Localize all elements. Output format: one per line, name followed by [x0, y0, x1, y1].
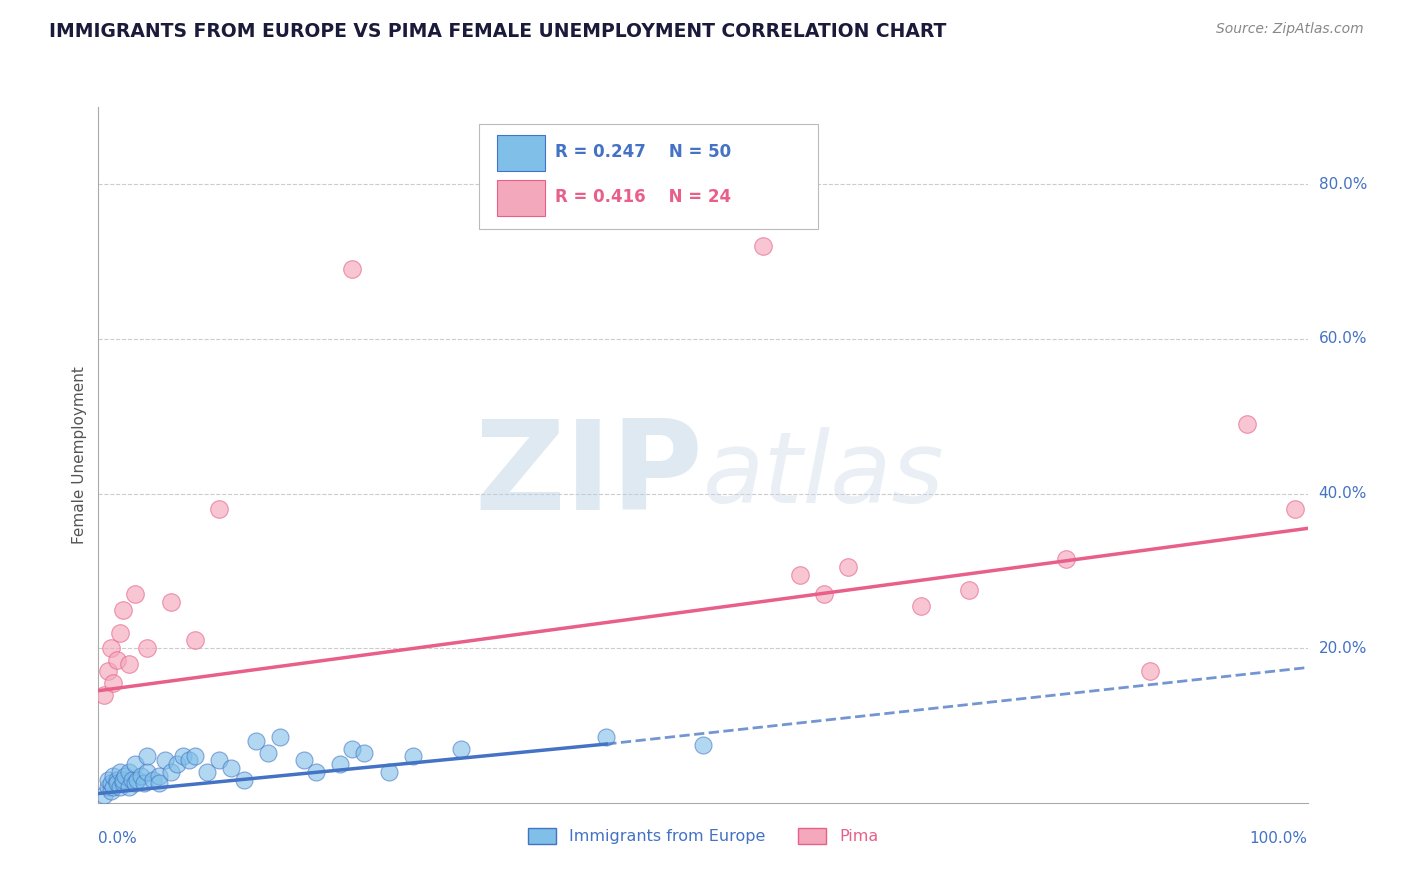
Point [105, 772, 128, 787]
FancyBboxPatch shape [498, 180, 544, 216]
Text: 80.0%: 80.0% [1319, 177, 1367, 192]
Point [221, 761, 243, 775]
Point [124, 587, 146, 601]
Point [195, 764, 218, 779]
Point [111, 772, 134, 787]
Text: IMMIGRANTS FROM EUROPE VS PIMA FEMALE UNEMPLOYMENT CORRELATION CHART: IMMIGRANTS FROM EUROPE VS PIMA FEMALE UN… [49, 22, 946, 41]
Point [101, 780, 124, 795]
Point [105, 776, 128, 790]
Point [114, 769, 136, 783]
Point [245, 734, 267, 748]
Point [105, 653, 128, 667]
Point [118, 657, 141, 671]
Point [179, 753, 201, 767]
Point [100, 641, 122, 656]
Point [129, 769, 152, 783]
Point [111, 776, 134, 790]
Point [108, 780, 131, 795]
Point [101, 676, 124, 690]
Point [127, 772, 149, 787]
Text: 40.0%: 40.0% [1319, 486, 1367, 501]
Point [124, 757, 146, 772]
Point [135, 764, 157, 779]
Point [184, 749, 207, 764]
Point [135, 641, 157, 656]
Point [118, 764, 141, 779]
Point [789, 567, 811, 582]
Point [148, 776, 170, 790]
Point [97, 665, 120, 679]
Point [957, 583, 980, 598]
Point [153, 753, 176, 767]
Point [1284, 502, 1306, 516]
Point [813, 587, 835, 601]
FancyBboxPatch shape [479, 124, 818, 229]
Point [305, 764, 328, 779]
Point [208, 753, 231, 767]
FancyBboxPatch shape [498, 135, 544, 171]
Point [342, 262, 364, 277]
Point [148, 769, 170, 783]
Point [1236, 417, 1258, 431]
Text: R = 0.416    N = 24: R = 0.416 N = 24 [555, 188, 731, 206]
Point [269, 730, 291, 744]
Point [329, 757, 352, 772]
Point [1139, 665, 1161, 679]
Legend: Immigrants from Europe, Pima: Immigrants from Europe, Pima [522, 822, 884, 850]
Point [692, 738, 714, 752]
Point [166, 757, 188, 772]
Point [256, 746, 278, 760]
Point [142, 772, 165, 787]
Point [93, 788, 115, 802]
Text: 60.0%: 60.0% [1319, 332, 1367, 346]
Text: 0.0%: 0.0% [98, 830, 138, 846]
Point [160, 764, 183, 779]
Point [910, 599, 932, 613]
Point [172, 749, 194, 764]
Point [118, 780, 141, 795]
Text: 20.0%: 20.0% [1319, 640, 1367, 656]
Point [124, 776, 146, 790]
Point [402, 749, 425, 764]
Point [450, 741, 472, 756]
Point [134, 776, 156, 790]
Point [93, 688, 115, 702]
Point [108, 625, 131, 640]
Point [1054, 552, 1077, 566]
Point [595, 730, 617, 744]
Point [101, 769, 124, 783]
Point [97, 780, 120, 795]
Point [377, 764, 399, 779]
Point [292, 753, 315, 767]
Point [160, 595, 183, 609]
Point [108, 764, 131, 779]
Point [100, 784, 122, 798]
Point [121, 772, 143, 787]
Point [752, 239, 775, 253]
Point [97, 772, 120, 787]
Point [208, 502, 231, 516]
Point [353, 746, 375, 760]
Point [232, 772, 254, 787]
Text: atlas: atlas [703, 427, 945, 524]
Point [135, 749, 157, 764]
Point [100, 776, 122, 790]
Point [342, 741, 364, 756]
Text: ZIP: ZIP [474, 416, 703, 536]
Point [184, 633, 207, 648]
Text: Source: ZipAtlas.com: Source: ZipAtlas.com [1216, 22, 1364, 37]
Text: 100.0%: 100.0% [1250, 830, 1308, 846]
Y-axis label: Female Unemployment: Female Unemployment [72, 366, 87, 544]
Point [837, 560, 859, 574]
Point [111, 602, 134, 616]
Text: R = 0.247    N = 50: R = 0.247 N = 50 [555, 144, 731, 161]
